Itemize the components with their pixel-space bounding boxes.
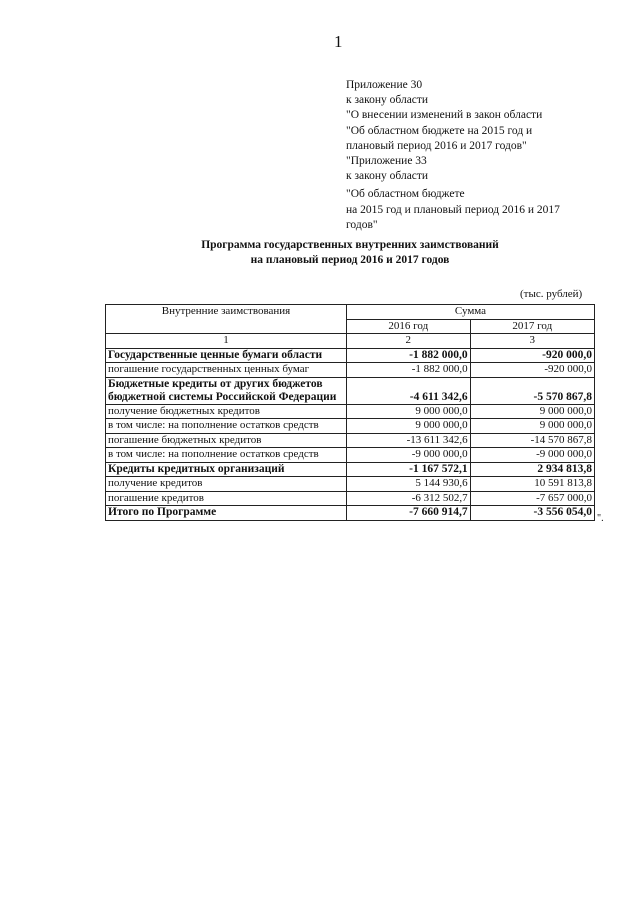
value-2016: 9 000 000,0 [346, 418, 471, 434]
appendix-line: плановый период 2016 и 2017 годов" [346, 139, 527, 152]
title-line: Программа государственных внутренних заи… [201, 239, 499, 251]
value-2016: -4 611 342,6 [346, 376, 471, 405]
borrowing-table: Внутренние заимствования Сумма 2016 год … [105, 304, 596, 521]
appendix-line: годов" [346, 218, 378, 231]
header-2017: 2017 год [469, 318, 596, 334]
row-label: получение кредитов [105, 476, 347, 492]
appendix-line: "Об областном бюджете [346, 188, 465, 201]
table-row: получение бюджетных кредитов 9 000 000,0 9… [105, 403, 596, 419]
appendix-line: на 2015 год и плановый период 2016 и 201… [346, 203, 560, 216]
value-2016: -1 882 000,0 [346, 347, 471, 363]
appendix-line: "Об областном бюджете на 2015 год и [346, 124, 533, 137]
header-2016: 2016 год [346, 318, 471, 334]
closing-quote: ". [597, 513, 604, 524]
units-label: (тыс. рублей) [520, 288, 583, 300]
value-2016: -9 000 000,0 [346, 447, 471, 463]
row-label: погашение бюджетных кредитов [105, 432, 347, 448]
value-2017: -14 570 867,8 [469, 432, 596, 448]
value-2017: -920 000,0 [469, 362, 596, 378]
table-row: погашение кредитов -6 312 502,7 -7 657 000… [105, 490, 596, 506]
table-row: Кредиты кредитных организаций -1 167 572,… [105, 461, 596, 477]
value-2016: -1 882 000,0 [346, 362, 471, 378]
value-2017: 9 000 000,0 [469, 403, 596, 419]
value-2017: 2 934 813,8 [469, 461, 596, 477]
row-label: погашение кредитов [105, 490, 347, 506]
header-num2: 2 [346, 333, 471, 349]
value-2016: -7 660 914,7 [346, 505, 471, 521]
value-2017: -5 570 867,8 [469, 376, 596, 405]
value-2017: -9 000 000,0 [469, 447, 596, 463]
appendix-line: к закону области [346, 94, 429, 107]
header-sum: Сумма [346, 304, 595, 320]
appendix-line: к закону области [346, 170, 429, 183]
row-label: получение бюджетных кредитов [105, 403, 347, 419]
value-2016: -1 167 572,1 [346, 461, 471, 477]
table-row: погашение бюджетных кредитов -13 611 342,… [105, 432, 596, 448]
table-row: получение кредитов 5 144 930,6 10 591 813,… [105, 476, 596, 492]
header-num1: 1 [105, 333, 347, 349]
row-label: погашение государственных ценных бумаг [105, 362, 347, 378]
table-row: в том числе: на пополнение остатков сред… [105, 447, 596, 463]
table-row: Государственные ценные бумаги области -1 … [105, 347, 596, 363]
value-2017: 9 000 000,0 [469, 418, 596, 434]
value-2017: -920 000,0 [469, 347, 596, 363]
value-2016: 9 000 000,0 [346, 403, 471, 419]
appendix-line: "Приложение 33 [346, 155, 427, 168]
table-row: Бюджетные кредиты от других бюджетов бюд… [105, 376, 596, 405]
table-row: погашение государственных ценных бумаг -1… [105, 362, 596, 378]
value-2016: -13 611 342,6 [346, 432, 471, 448]
row-label: Кредиты кредитных организаций [105, 461, 347, 477]
appendix-line: Приложение 30 [346, 79, 423, 91]
title-line: на плановый период 2016 и 2017 годов [250, 254, 450, 266]
page-number: 1 [334, 32, 343, 51]
value-2016: -6 312 502,7 [346, 490, 471, 506]
value-2017: -3 556 054,0 [469, 505, 596, 521]
appendix-note: Приложение 30 к закону области "О внесен… [346, 78, 560, 233]
value-2017: -7 657 000,0 [469, 490, 596, 506]
row-label: Итого по Программе [105, 505, 347, 521]
appendix-line: "О внесении изменений в закон области [346, 109, 543, 122]
table-row: в том числе: на пополнение остатков сред… [105, 418, 596, 434]
value-2017: 10 591 813,8 [469, 476, 596, 492]
table-row: Итого по Программе -7 660 914,7 -3 556 054… [105, 505, 596, 521]
header-col1: Внутренние заимствования [105, 304, 347, 334]
document-title: Программа государственных внутренних заи… [100, 238, 600, 268]
row-label: в том числе: на пополнение остатков сред… [105, 418, 347, 434]
row-label: Бюджетные кредиты от других бюджетов бюд… [105, 376, 347, 405]
row-label: в том числе: на пополнение остатков сред… [105, 447, 347, 463]
row-label: Государственные ценные бумаги области [105, 347, 347, 363]
value-2016: 5 144 930,6 [346, 476, 471, 492]
header-num3: 3 [469, 333, 596, 349]
